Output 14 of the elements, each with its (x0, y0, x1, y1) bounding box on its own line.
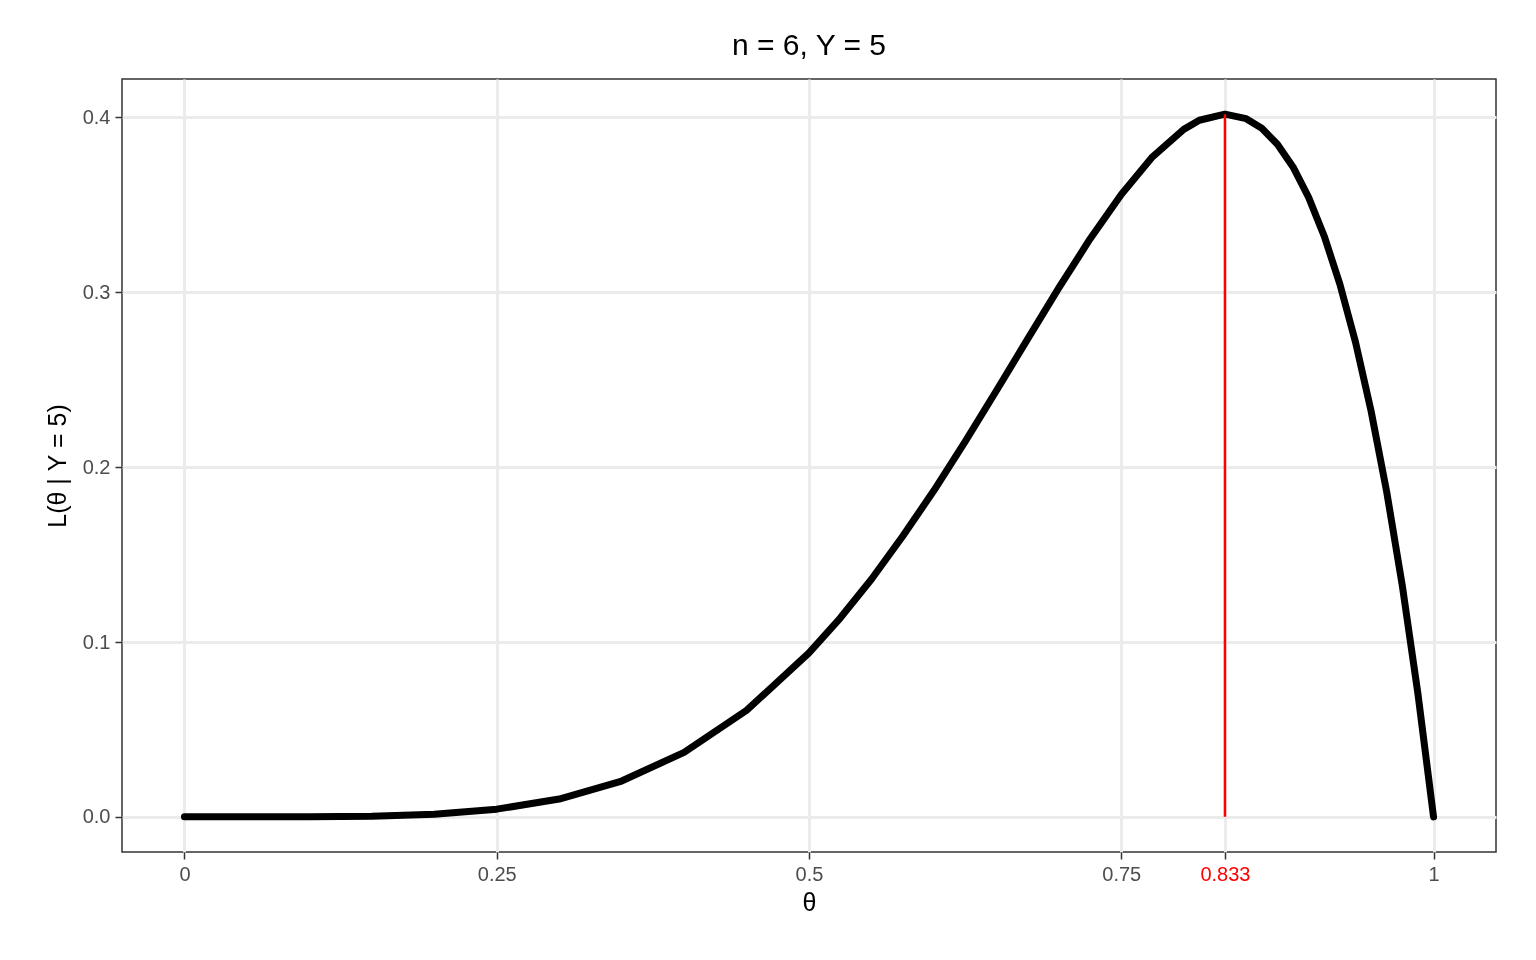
y-axis-title: L(θ | Y = 5) (42, 404, 71, 528)
chart-title: n = 6, Y = 5 (731, 28, 887, 61)
x-axis-title: θ (802, 887, 817, 916)
y-tick-label: 0.0 (82, 805, 111, 828)
x-tick-label: 0.5 (795, 862, 824, 885)
x-tick-label: 1 (1428, 862, 1440, 885)
ref-line-label: 0.833 (1200, 862, 1251, 885)
y-tick-label: 0.1 (82, 630, 111, 653)
x-tick-label: 0.75 (1102, 862, 1142, 885)
y-tick-label: 0.4 (82, 105, 111, 128)
x-tick-label: 0 (179, 862, 191, 885)
y-tick-label: 0.2 (82, 455, 111, 478)
x-tick-label: 0.25 (477, 862, 517, 885)
y-tick-label: 0.3 (82, 280, 111, 303)
